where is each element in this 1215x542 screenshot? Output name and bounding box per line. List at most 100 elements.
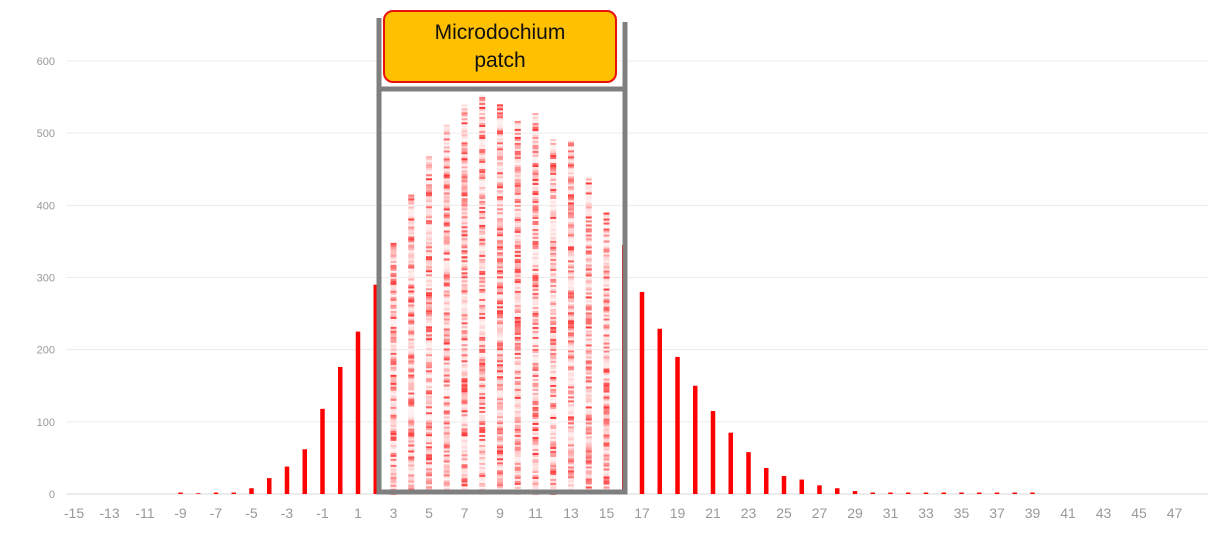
- bar-texture-strip: [550, 484, 557, 487]
- bar-texture-strip: [497, 240, 503, 243]
- bar-texture-strip: [514, 378, 521, 381]
- bar-texture-strip: [514, 484, 521, 487]
- bar-texture-strip: [390, 472, 397, 475]
- bar-texture-strip: [390, 260, 397, 263]
- x-tick-label: 11: [528, 505, 543, 521]
- bar-texture-strip: [585, 250, 592, 253]
- bar-texture-strip: [390, 432, 397, 435]
- bar-texture-strip: [408, 436, 415, 439]
- bar-texture-strip: [514, 342, 521, 345]
- bar-texture-strip: [497, 114, 503, 117]
- bar-texture-strip: [532, 402, 539, 405]
- bar-texture-strip: [426, 356, 432, 359]
- bar-texture-strip: [514, 474, 521, 477]
- bar-texture-strip: [443, 464, 450, 467]
- bar-texture-strip: [479, 350, 486, 353]
- bar-texture-strip: [514, 444, 521, 447]
- bar-texture-strip: [550, 184, 557, 187]
- bar-texture-strip: [550, 346, 557, 349]
- bar-texture-strip: [479, 474, 486, 477]
- bar-texture-strip: [390, 376, 397, 379]
- bar-texture-strip: [497, 426, 503, 429]
- bar-texture-strip: [603, 226, 610, 229]
- bar: [977, 492, 982, 494]
- bar-texture-strip: [568, 454, 574, 457]
- bar-texture-strip: [603, 448, 610, 451]
- bar-texture-strip: [443, 474, 450, 477]
- bar: [941, 492, 946, 494]
- bar-texture-strip: [585, 258, 592, 261]
- bar-texture-strip: [426, 320, 432, 323]
- bar-texture-strip: [568, 398, 574, 401]
- bar-texture-strip: [461, 362, 468, 365]
- bar-texture-strip: [514, 336, 521, 339]
- bar-texture-strip: [497, 162, 503, 165]
- bar-texture-strip: [532, 176, 539, 179]
- bar-texture-strip: [497, 110, 503, 113]
- bar-texture-strip: [514, 366, 521, 369]
- bar-texture-strip: [408, 348, 415, 351]
- bar-texture-strip: [585, 302, 592, 305]
- bar-texture-strip: [461, 432, 468, 435]
- bar-texture-strip: [603, 214, 610, 217]
- bar-texture-strip: [479, 240, 486, 243]
- bar-texture-strip: [443, 226, 450, 229]
- bar-texture-strip: [479, 292, 486, 295]
- x-tick-label: -13: [99, 505, 119, 521]
- bar-texture-strip: [550, 352, 557, 355]
- bar-texture-strip: [479, 398, 486, 401]
- bar-texture-strip: [550, 406, 557, 409]
- bar: [710, 411, 716, 494]
- bar-texture-strip: [461, 146, 468, 149]
- bar-texture-strip: [479, 310, 486, 313]
- bar-texture-strip: [497, 154, 503, 157]
- bar-texture-strip: [479, 478, 486, 481]
- bar-texture-strip: [585, 280, 592, 283]
- bar-texture-strip: [568, 140, 574, 143]
- bar-texture-strip: [514, 308, 521, 311]
- bar-texture-strip: [390, 316, 397, 319]
- bar-texture-strip: [426, 408, 432, 411]
- bar-texture-strip: [532, 144, 539, 147]
- bar-texture-strip: [497, 350, 503, 353]
- bar-texture-strip: [514, 426, 521, 429]
- bar-texture-strip: [443, 426, 450, 429]
- bar-texture-strip: [585, 432, 592, 435]
- bar-texture-strip: [408, 474, 415, 477]
- bar-texture-strip: [497, 270, 503, 273]
- bar-texture-strip: [390, 300, 397, 303]
- bar-texture-strip: [550, 470, 557, 473]
- bar-texture-strip: [426, 288, 432, 291]
- bar-texture-strip: [550, 442, 557, 445]
- bar-texture-strip: [426, 226, 432, 229]
- bar-base: [532, 112, 539, 495]
- bar-texture-strip: [408, 386, 415, 389]
- bar-texture-strip: [390, 406, 397, 409]
- bar-texture-strip: [443, 242, 450, 245]
- bar-texture-strip: [408, 280, 415, 283]
- bar-texture-strip: [390, 344, 397, 347]
- bar-texture-strip: [461, 456, 468, 459]
- bar-texture-strip: [532, 232, 539, 235]
- bar-texture-strip: [497, 182, 503, 185]
- bar-texture-strip: [514, 248, 521, 251]
- bar-texture-strip: [514, 406, 521, 409]
- bar-texture-strip: [585, 288, 592, 291]
- bar-texture-strip: [408, 230, 415, 233]
- bar-texture-strip: [479, 428, 486, 431]
- bar-texture-strip: [550, 206, 557, 209]
- bar-texture-strip: [568, 240, 574, 243]
- bar-texture-strip: [514, 478, 521, 481]
- bar-texture-strip: [479, 318, 486, 321]
- bar-texture-strip: [390, 460, 397, 463]
- bar-texture-strip: [585, 358, 592, 361]
- bar-texture-strip: [514, 260, 521, 263]
- bar-texture-strip: [550, 354, 557, 357]
- bar-texture-strip: [426, 376, 432, 379]
- bar-texture-strip: [497, 194, 503, 197]
- bar-texture-strip: [568, 316, 574, 319]
- bar-texture-strip: [443, 358, 450, 361]
- x-tick-label: 29: [847, 505, 863, 521]
- bar-texture-strip: [568, 260, 574, 263]
- bar-texture-strip: [514, 258, 521, 261]
